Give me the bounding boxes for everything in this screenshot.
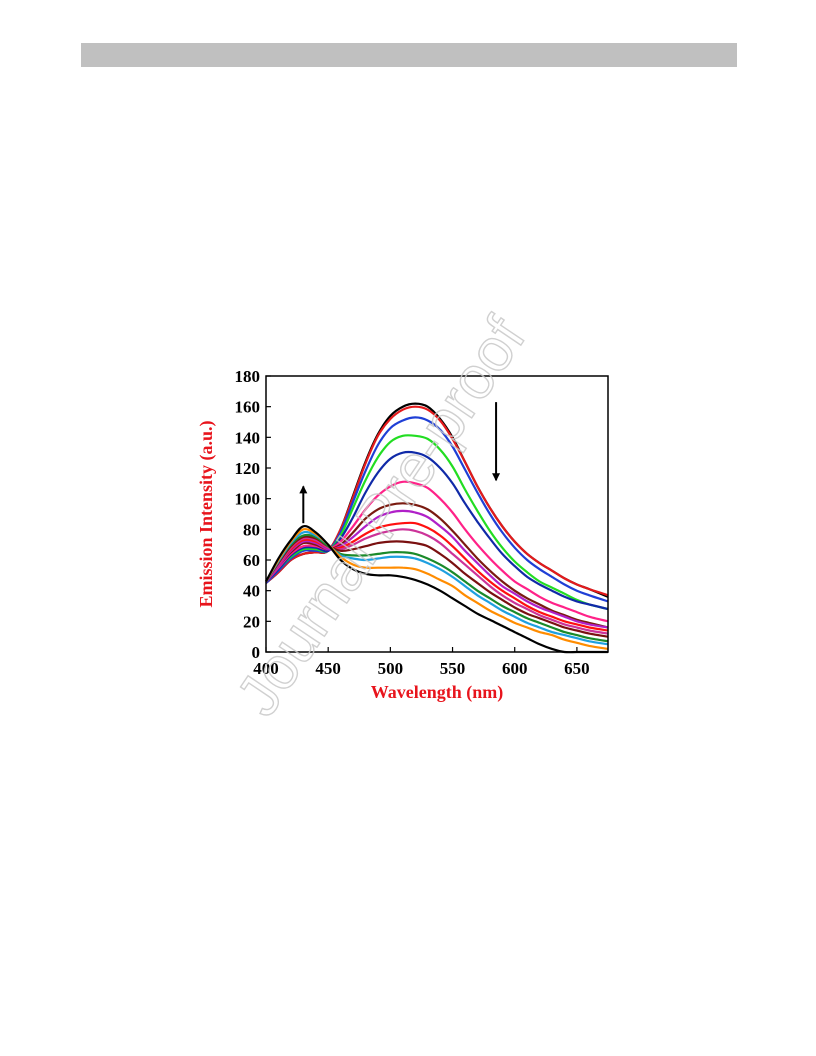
y-tick-label: 0 xyxy=(252,643,261,662)
series-line-10 xyxy=(265,528,609,635)
y-tick-label: 40 xyxy=(243,582,260,601)
x-tick-label: 600 xyxy=(502,659,528,678)
page-header-bar xyxy=(81,43,737,67)
emission-spectrum-figure: 0 20 40 60 80 100 120 140 160 180 400 450 500 550 600 6… xyxy=(190,360,630,720)
y-tick-label: 20 xyxy=(243,612,260,631)
x-axis-title: Wavelength (nm) xyxy=(371,682,504,703)
emission-chart: 0 20 40 60 80 100 120 140 160 180 400 450 500 550 600 6… xyxy=(196,367,609,703)
y-tick-label: 80 xyxy=(243,520,260,539)
x-tick-label: 550 xyxy=(440,659,466,678)
y-tick-label: 120 xyxy=(235,459,261,478)
x-tick-label: 400 xyxy=(253,659,279,678)
y-tick-label: 160 xyxy=(235,398,261,417)
y-tick-label: 180 xyxy=(235,367,261,386)
series-line-8 xyxy=(265,509,609,629)
y-tick-label: 140 xyxy=(235,428,261,447)
trend-arrow-down xyxy=(492,402,501,482)
series-line-5 xyxy=(265,450,609,611)
x-tick-label: 500 xyxy=(378,659,404,678)
y-tick-label: 100 xyxy=(235,490,261,509)
series-line-4 xyxy=(265,434,609,611)
series-line-7 xyxy=(265,502,609,629)
series-line-12 xyxy=(265,533,609,643)
series-line-15 xyxy=(265,524,608,654)
x-tick-label: 650 xyxy=(564,659,590,678)
x-tick-label: 450 xyxy=(315,659,341,678)
trend-arrow-up xyxy=(299,485,308,524)
plot-frame xyxy=(265,375,609,653)
y-axis-title: Emission Intensity (a.u.) xyxy=(196,420,217,607)
y-tick-label: 60 xyxy=(243,551,260,570)
